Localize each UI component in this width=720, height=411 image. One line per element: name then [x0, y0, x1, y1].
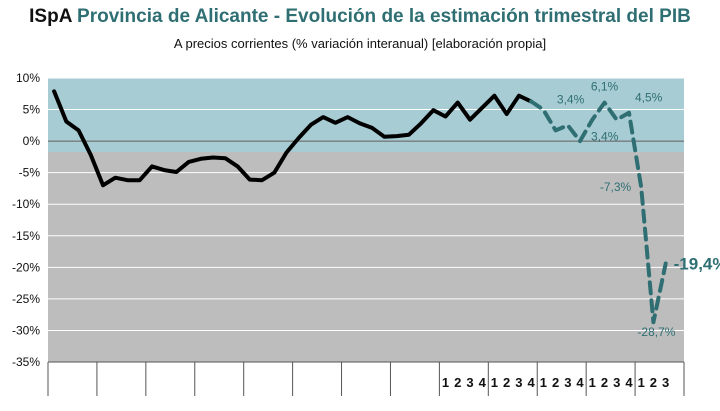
y-tick-label: -20% [12, 260, 40, 274]
x-tick-label: 4 [625, 375, 633, 390]
y-tick-label: -15% [12, 229, 40, 243]
x-tick-label: 3 [662, 375, 669, 390]
y-tick-label: 5% [23, 103, 41, 117]
series-layer [52, 89, 668, 325]
y-axis: 10% 5% 0% -5% -10% -15% -20% -25% -30% -35% [12, 71, 40, 369]
x-tick-label: 2 [601, 375, 608, 390]
historical-series-line [52, 89, 534, 188]
y-tick-label: -35% [12, 355, 40, 369]
estimate-series-line [529, 99, 668, 325]
x-tick-label: 3 [515, 375, 522, 390]
y-tick-label: -10% [12, 197, 40, 211]
chart-title: ISpA Provincia de Alicante - Evolución d… [0, 6, 720, 28]
data-label: 6,1% [591, 80, 619, 94]
x-tick-label: 2 [503, 375, 510, 390]
data-label: 3,4% [557, 93, 585, 107]
chart-subtitle: A precios corrientes (% variación intera… [173, 36, 547, 51]
annotations: 6,1% 3,4% 4,5% 3,4% -7,3% -28,7% -19,4% [557, 80, 720, 340]
y-tick-label: 0% [23, 134, 41, 148]
y-tick-label: -5% [19, 166, 41, 180]
y-tick-label: -25% [12, 292, 40, 306]
x-tick-label: 2 [650, 375, 657, 390]
x-tick-label: 1 [540, 375, 547, 390]
x-tick-label: 1 [491, 375, 498, 390]
x-tick-label: 1 [442, 375, 449, 390]
x-tick-label: 4 [479, 375, 487, 390]
title-text: Provincia de Alicante - Evolución de la … [77, 6, 691, 27]
gridlines [48, 77, 684, 363]
x-tick-label: 4 [576, 375, 584, 390]
x-tick-label: 3 [466, 375, 473, 390]
plot-area [48, 78, 684, 362]
x-tick-label: 3 [613, 375, 620, 390]
x-tick-label: 3 [564, 375, 571, 390]
data-label: -7,3% [600, 180, 632, 194]
x-tick-label: 1 [589, 375, 596, 390]
x-tick-label: 4 [527, 375, 535, 390]
data-label: 3,4% [591, 130, 619, 144]
data-label: 4,5% [635, 91, 663, 105]
y-tick-label: 10% [16, 71, 40, 85]
y-tick-label: -30% [12, 323, 40, 337]
data-label: -19,4% [674, 255, 720, 274]
x-tick-label: 2 [552, 375, 559, 390]
data-label: -28,7% [637, 325, 675, 339]
x-tick-label: 1 [638, 375, 645, 390]
brand-label: ISpA [29, 6, 72, 27]
x-tick-label: 2 [454, 375, 461, 390]
